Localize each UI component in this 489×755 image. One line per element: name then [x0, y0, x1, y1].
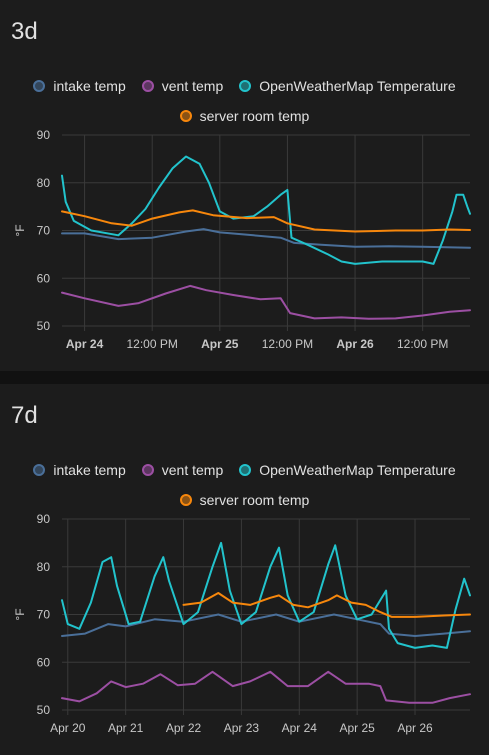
x-tick-label: Apr 20: [50, 721, 86, 735]
history-chart-3d[interactable]: 50 60 70 80 90 Apr 24 12:00 PM Apr 25 12:00 PM Ap…: [0, 0, 489, 371]
x-tick-label: Apr 24: [282, 721, 318, 735]
grid-lines: [62, 518, 470, 715]
legend-label: server room temp: [199, 492, 310, 508]
series-line-intake-temp[interactable]: [61, 228, 471, 249]
series-line-vent-temp[interactable]: [61, 670, 471, 704]
chart-legend: intake temp vent temp OpenWeatherMap Tem…: [0, 462, 489, 508]
y-tick-label: 50: [37, 319, 51, 333]
y-tick-label: 70: [37, 608, 51, 622]
legend-swatch: [141, 80, 154, 92]
series-line-server-room-temp[interactable]: [182, 592, 471, 618]
y-axis-label: °F: [13, 608, 27, 620]
x-tick-label: 12:00 PM: [397, 337, 448, 351]
x-tick-label: Apr 26: [397, 721, 433, 735]
y-tick-label: 60: [37, 271, 51, 285]
series-line-openweathermap-temperature[interactable]: [61, 155, 471, 265]
history-chart-7d[interactable]: 50 60 70 80 90 Apr 20 Apr 21 Apr 22 Apr 23 Apr 24…: [0, 384, 489, 755]
legend-item-openweathermap-temperature[interactable]: OpenWeatherMap Temperature: [239, 78, 456, 94]
legend-label: OpenWeatherMap Temperature: [259, 462, 456, 478]
x-tick-label: Apr 25: [201, 337, 239, 351]
x-tick-label: Apr 26: [336, 337, 374, 351]
series-line-server-room-temp[interactable]: [61, 209, 471, 233]
legend-item-server-room-temp[interactable]: server room temp: [179, 108, 310, 124]
x-tick-label: Apr 24: [66, 337, 104, 351]
legend-label: server room temp: [199, 108, 310, 124]
x-tick-label: Apr 25: [339, 721, 375, 735]
x-tick-label: Apr 21: [108, 721, 144, 735]
y-tick-label: 90: [37, 512, 51, 526]
legend-item-vent-temp[interactable]: vent temp: [141, 462, 224, 478]
grid-lines: [62, 134, 470, 331]
legend-label: OpenWeatherMap Temperature: [259, 78, 456, 94]
legend-swatch: [179, 110, 192, 122]
x-tick-label: Apr 23: [224, 721, 260, 735]
card-title: 3d: [11, 18, 38, 45]
legend-label: intake temp: [53, 462, 126, 478]
legend-item-vent-temp[interactable]: vent temp: [141, 78, 224, 94]
y-tick-label: 60: [37, 655, 51, 669]
legend-label: vent temp: [161, 78, 224, 94]
legend-swatch: [179, 494, 192, 506]
legend-swatch: [239, 464, 252, 476]
series-line-openweathermap-temperature[interactable]: [61, 541, 471, 649]
legend-swatch: [239, 80, 252, 92]
y-tick-label: 80: [37, 176, 51, 190]
legend-swatch: [33, 464, 46, 476]
y-tick-label: 80: [37, 560, 51, 574]
legend-swatch: [33, 80, 46, 92]
legend-item-intake-temp[interactable]: intake temp: [33, 78, 126, 94]
y-axis-label: °F: [13, 224, 27, 236]
legend-item-openweathermap-temperature[interactable]: OpenWeatherMap Temperature: [239, 462, 456, 478]
history-card-3d: 3d intake temp vent temp OpenWeatherMap …: [0, 0, 489, 371]
y-tick-label: 90: [37, 128, 51, 142]
legend-item-server-room-temp[interactable]: server room temp: [179, 492, 310, 508]
legend-item-intake-temp[interactable]: intake temp: [33, 462, 126, 478]
legend-swatch: [141, 464, 154, 476]
y-tick-label: 50: [37, 703, 51, 717]
x-tick-label: 12:00 PM: [127, 337, 178, 351]
chart-legend: intake temp vent temp OpenWeatherMap Tem…: [0, 78, 489, 124]
history-card-7d: 7d intake temp vent temp OpenWeatherMap …: [0, 384, 489, 755]
x-tick-label: Apr 22: [166, 721, 202, 735]
legend-label: vent temp: [161, 462, 224, 478]
x-tick-label: 12:00 PM: [262, 337, 313, 351]
card-title: 7d: [11, 402, 38, 429]
series-line-intake-temp[interactable]: [61, 613, 471, 637]
series-line-vent-temp[interactable]: [61, 284, 471, 320]
legend-label: intake temp: [53, 78, 126, 94]
y-tick-label: 70: [37, 224, 51, 238]
